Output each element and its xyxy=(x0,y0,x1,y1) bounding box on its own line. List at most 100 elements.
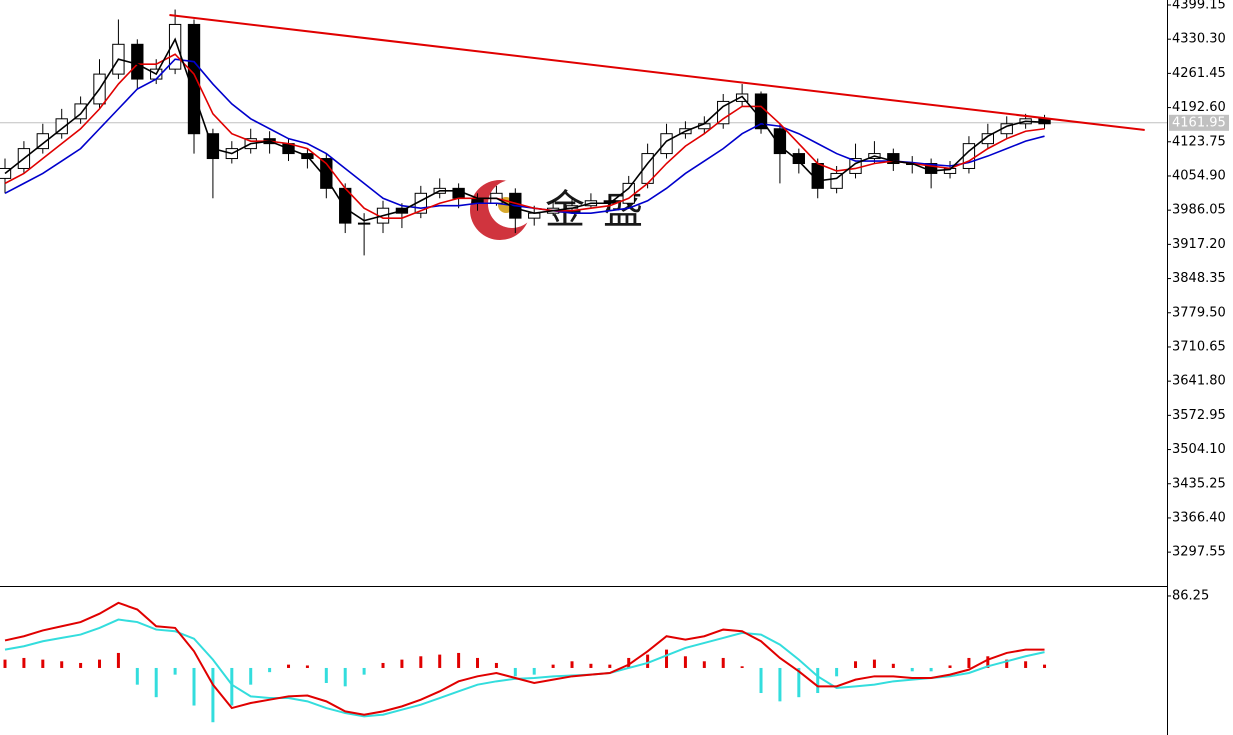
histogram-bar xyxy=(381,662,385,668)
histogram-bar xyxy=(986,656,990,668)
histogram-bar xyxy=(343,667,347,687)
y-tick-label: 4330.30 xyxy=(1172,32,1226,47)
histogram-bar xyxy=(551,664,555,668)
y-tick-label: 4054.90 xyxy=(1172,168,1226,183)
histogram-bar xyxy=(872,659,876,668)
candle-body xyxy=(981,133,994,145)
histogram-bar xyxy=(665,649,669,668)
y-tick-label: 4192.60 xyxy=(1172,100,1226,115)
histogram-bar xyxy=(400,659,404,668)
candle-body xyxy=(74,103,87,120)
histogram-bar xyxy=(627,657,631,668)
last-price-label: 4161.95 xyxy=(1172,115,1226,130)
histogram-bar xyxy=(608,664,612,668)
signal-line xyxy=(4,618,1045,718)
histogram-bar xyxy=(646,654,650,668)
histogram-bar xyxy=(797,667,801,698)
y-tick-label: 3435.25 xyxy=(1172,476,1226,491)
candle-body xyxy=(131,43,144,80)
histogram-bar xyxy=(513,667,517,677)
histogram-bar xyxy=(305,665,309,668)
histogram-bar xyxy=(721,657,725,668)
y-tick-label: 86.25 xyxy=(1172,588,1209,603)
moving-average xyxy=(4,53,1045,219)
histogram-bar xyxy=(816,667,820,694)
y-tick-label: 3641.80 xyxy=(1172,374,1226,389)
y-tick-label: 3572.95 xyxy=(1172,408,1226,423)
trendline xyxy=(169,14,1145,131)
histogram-bar xyxy=(759,667,763,694)
histogram-bar xyxy=(532,667,536,675)
y-tick-label: 3366.40 xyxy=(1172,510,1226,525)
histogram-bar xyxy=(683,656,687,668)
candle-body xyxy=(36,133,49,150)
histogram-bar xyxy=(268,667,272,673)
histogram-bar xyxy=(438,654,442,668)
histogram-bar xyxy=(60,661,64,668)
histogram-bar xyxy=(230,667,234,706)
histogram-bar xyxy=(22,657,26,668)
histogram-bar xyxy=(362,667,366,675)
candle-body xyxy=(849,158,862,174)
histogram-bar xyxy=(967,657,971,668)
y-tick-label: 3917.20 xyxy=(1172,237,1226,252)
moving-average xyxy=(4,37,1045,222)
y-tick-label: 3504.10 xyxy=(1172,442,1226,457)
y-tick-label: 3710.65 xyxy=(1172,339,1226,354)
histogram-bar xyxy=(249,667,253,685)
histogram-bar xyxy=(778,667,782,702)
histogram-bar xyxy=(116,652,120,668)
histogram-bar xyxy=(287,664,291,668)
candle-body xyxy=(206,133,220,160)
histogram-bar xyxy=(3,659,7,668)
histogram-bar xyxy=(910,667,914,672)
histogram-bar xyxy=(835,667,839,677)
histogram-bar xyxy=(929,667,933,672)
candle-body xyxy=(830,172,843,189)
candle-body xyxy=(452,187,465,199)
candle-body xyxy=(887,153,900,165)
candle-body xyxy=(660,133,673,155)
histogram-bar xyxy=(1043,664,1047,668)
histogram-bar xyxy=(476,657,480,668)
y-tick-label: 4261.45 xyxy=(1172,66,1226,81)
candle-body xyxy=(735,93,749,102)
histogram-bar xyxy=(211,667,215,723)
histogram-bar xyxy=(740,666,744,668)
histogram-bar xyxy=(589,663,593,668)
candle-body xyxy=(792,153,805,165)
candle-body xyxy=(55,118,68,135)
histogram-bar xyxy=(173,667,177,675)
histogram-bar xyxy=(891,663,895,668)
candle-body xyxy=(773,128,787,155)
histogram-bar xyxy=(1005,659,1009,668)
histogram-bar xyxy=(79,662,83,668)
histogram-bar xyxy=(419,656,423,668)
histogram-bar xyxy=(702,661,706,668)
histogram-bar xyxy=(98,659,102,668)
y-tick-label: 3848.35 xyxy=(1172,271,1226,286)
histogram-bar xyxy=(854,661,858,668)
histogram-bar xyxy=(457,652,461,668)
candle-body xyxy=(168,23,182,70)
y-tick-label: 4123.75 xyxy=(1172,134,1226,149)
histogram-bar xyxy=(948,665,952,668)
y-tick-label: 3297.55 xyxy=(1172,545,1226,560)
candle-body xyxy=(320,158,333,189)
moving-average xyxy=(4,58,1045,214)
histogram-bar xyxy=(192,667,196,706)
histogram-bar xyxy=(135,667,139,685)
histogram-bar xyxy=(41,659,45,668)
macd-line xyxy=(4,601,1045,716)
histogram-bar xyxy=(154,667,158,698)
histogram-bar xyxy=(324,667,328,683)
candle-body xyxy=(187,23,201,135)
candle-body xyxy=(357,222,371,225)
y-tick-label: 3986.05 xyxy=(1172,203,1226,218)
y-tick-label: 3779.50 xyxy=(1172,305,1226,320)
histogram-bar xyxy=(1024,661,1028,668)
histogram-bar xyxy=(570,661,574,668)
last-price-box xyxy=(1169,114,1229,131)
y-tick-label: 4399.15 xyxy=(1172,0,1226,12)
